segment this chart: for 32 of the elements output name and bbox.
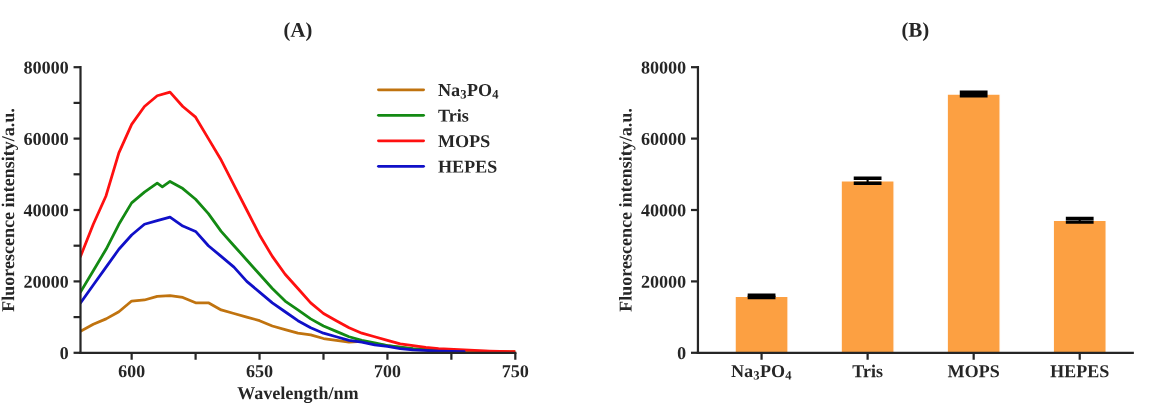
chart-title: (A): [284, 22, 312, 42]
y-tick-label: 0: [60, 347, 69, 360]
x-tick-label: Na$_{3}$PO$_{4}$: [731, 365, 792, 380]
y-axis-title: Fluorescence intensity/a.u.: [619, 108, 636, 312]
x-tick-label: 750: [502, 365, 529, 378]
x-axis-title: Wavelength/nm: [237, 386, 359, 404]
x-tick-label: HEPES: [1050, 365, 1109, 378]
legend-label: Tris: [438, 109, 469, 122]
bar: [734, 295, 789, 353]
bar: [840, 180, 895, 353]
x-tick-label: MOPS: [947, 365, 999, 378]
chart-title: (B): [902, 22, 929, 42]
y-tick-label: 20000: [24, 275, 69, 288]
x-tick-label: 700: [374, 365, 401, 378]
x-tick-label: 650: [246, 365, 273, 378]
legend-label: HEPES: [438, 160, 497, 173]
y-tick-label: 40000: [641, 204, 686, 217]
line-series: [80, 215, 466, 353]
y-axis-title: Fluorescence intensity/a.u.: [1, 108, 18, 312]
y-tick-label: 0: [677, 347, 686, 360]
y-tick-label: 60000: [641, 132, 686, 146]
y-tick-label: 80000: [24, 61, 69, 74]
legend-label: MOPS: [438, 135, 490, 148]
bar: [946, 93, 1001, 353]
x-tick-label: Tris: [852, 364, 883, 378]
y-tick-label: 40000: [23, 204, 69, 217]
bar: [1052, 219, 1107, 353]
legend-label: Na$_{3}$PO$_{4}$: [438, 83, 499, 99]
x-tick-label: 600: [118, 365, 145, 378]
y-tick-label: 80000: [641, 61, 686, 74]
y-tick-label: 60000: [24, 132, 69, 146]
y-tick-label: 20000: [641, 275, 686, 288]
